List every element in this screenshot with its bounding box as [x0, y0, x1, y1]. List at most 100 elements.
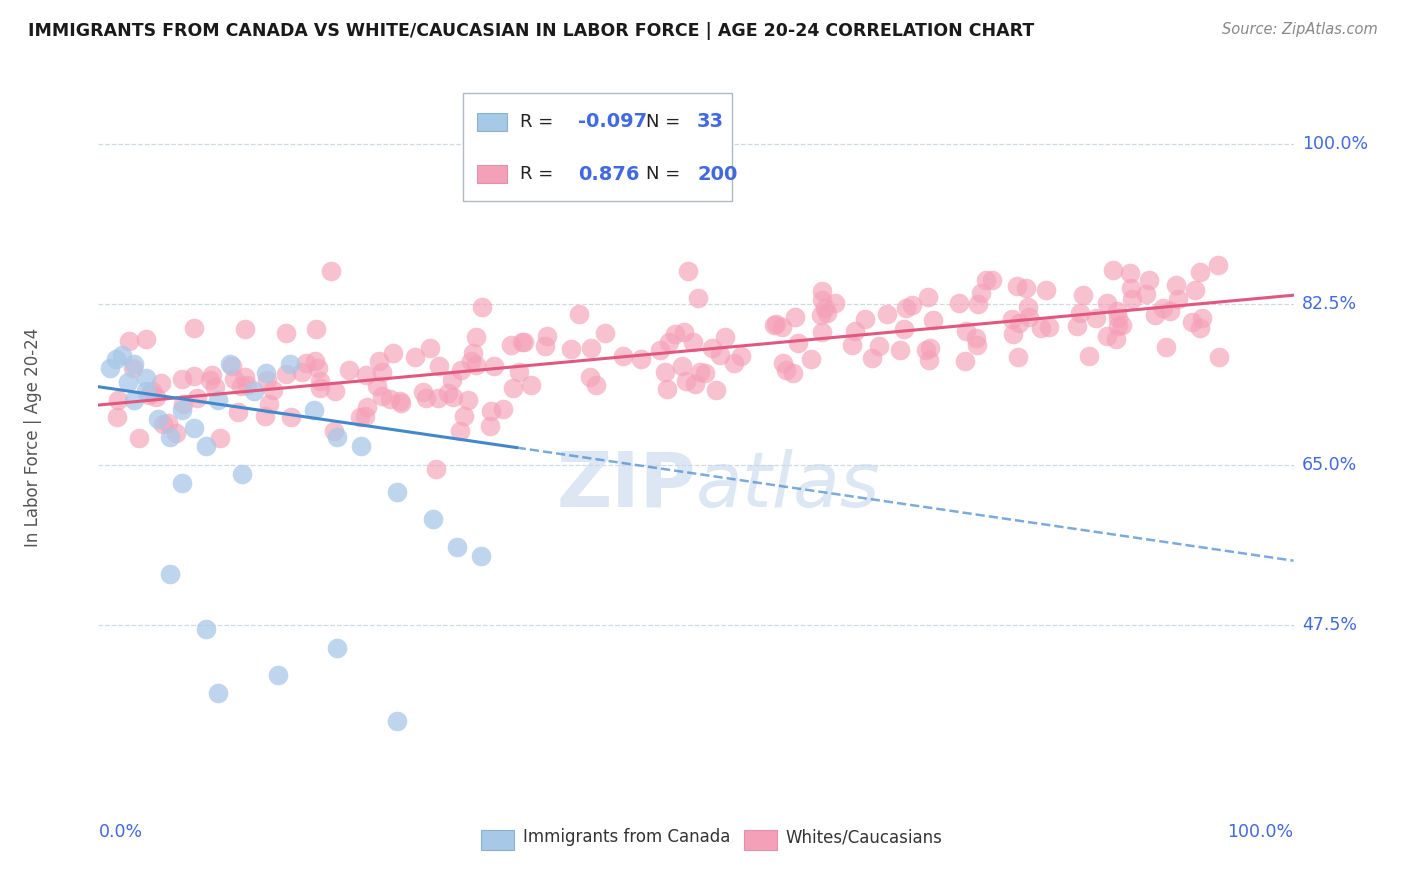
- Point: [492, 402, 515, 417]
- Point: [371, 365, 394, 379]
- Point: [900, 298, 922, 312]
- Text: R =: R =: [520, 165, 560, 183]
- Point: [385, 714, 409, 728]
- Point: [844, 324, 866, 338]
- Point: [579, 370, 602, 384]
- Point: [675, 374, 697, 388]
- Point: [195, 439, 218, 453]
- FancyBboxPatch shape: [744, 830, 778, 850]
- Text: 47.5%: 47.5%: [1302, 615, 1357, 633]
- Point: [138, 388, 160, 402]
- Point: [502, 381, 524, 395]
- Point: [165, 425, 187, 440]
- Point: [389, 394, 412, 409]
- Text: In Labor Force | Age 20-24: In Labor Force | Age 20-24: [24, 327, 42, 547]
- Point: [124, 393, 146, 408]
- Point: [630, 351, 652, 366]
- Point: [278, 357, 301, 371]
- Point: [917, 289, 939, 303]
- Point: [967, 297, 990, 311]
- Point: [135, 370, 157, 384]
- Point: [207, 686, 229, 700]
- Point: [704, 384, 727, 398]
- Point: [723, 356, 745, 370]
- Point: [309, 374, 332, 388]
- Point: [229, 378, 252, 392]
- Point: [1152, 301, 1174, 315]
- Point: [274, 367, 297, 381]
- Point: [243, 384, 266, 399]
- Point: [918, 353, 941, 368]
- Point: [810, 308, 832, 322]
- Point: [356, 401, 378, 415]
- Point: [389, 396, 412, 410]
- Point: [1167, 292, 1189, 306]
- Point: [105, 352, 128, 367]
- Point: [426, 391, 449, 405]
- Point: [233, 322, 256, 336]
- Point: [326, 430, 349, 444]
- Point: [1095, 328, 1118, 343]
- Text: atlas: atlas: [696, 449, 880, 523]
- Point: [183, 369, 205, 384]
- Text: IMMIGRANTS FROM CANADA VS WHITE/CAUCASIAN IN LABOR FORCE | AGE 20-24 CORRELATION: IMMIGRANTS FROM CANADA VS WHITE/CAUCASIA…: [28, 22, 1035, 40]
- Point: [1188, 321, 1211, 335]
- Point: [1107, 319, 1129, 334]
- Point: [921, 312, 943, 326]
- Point: [1104, 332, 1126, 346]
- Point: [664, 326, 686, 341]
- Point: [446, 540, 468, 554]
- Point: [349, 410, 371, 425]
- Point: [1015, 281, 1038, 295]
- Point: [471, 300, 494, 314]
- Text: 100.0%: 100.0%: [1302, 135, 1368, 153]
- Point: [170, 372, 193, 386]
- Point: [508, 366, 530, 380]
- Point: [785, 310, 807, 325]
- Point: [385, 485, 409, 500]
- Point: [124, 357, 146, 371]
- Point: [686, 291, 709, 305]
- FancyBboxPatch shape: [463, 93, 733, 201]
- Point: [560, 342, 582, 356]
- Point: [650, 343, 672, 357]
- Point: [183, 421, 205, 435]
- Point: [1119, 281, 1142, 295]
- FancyBboxPatch shape: [481, 830, 515, 850]
- Point: [470, 549, 492, 563]
- Point: [702, 341, 724, 355]
- Point: [463, 346, 485, 360]
- Point: [482, 359, 505, 374]
- Text: 100.0%: 100.0%: [1227, 823, 1294, 841]
- Point: [1035, 283, 1057, 297]
- Point: [585, 378, 607, 392]
- Point: [612, 350, 634, 364]
- Point: [510, 334, 533, 349]
- Point: [512, 334, 534, 349]
- Point: [709, 348, 731, 362]
- Point: [219, 357, 242, 371]
- Point: [122, 360, 145, 375]
- Point: [148, 411, 170, 425]
- Point: [195, 623, 218, 637]
- Point: [368, 354, 391, 368]
- Point: [371, 389, 394, 403]
- Point: [658, 335, 681, 350]
- Point: [689, 365, 711, 379]
- Text: -0.097: -0.097: [578, 112, 647, 131]
- Point: [918, 341, 941, 355]
- Point: [876, 307, 898, 321]
- Point: [322, 424, 344, 438]
- Point: [671, 359, 693, 373]
- Point: [860, 351, 883, 365]
- Point: [274, 326, 297, 341]
- Point: [948, 296, 970, 310]
- Point: [815, 306, 838, 320]
- Point: [111, 348, 134, 362]
- Point: [782, 366, 804, 380]
- Text: 0.0%: 0.0%: [98, 823, 142, 841]
- Point: [307, 361, 329, 376]
- Point: [893, 322, 915, 336]
- Point: [135, 332, 157, 346]
- Point: [304, 354, 326, 368]
